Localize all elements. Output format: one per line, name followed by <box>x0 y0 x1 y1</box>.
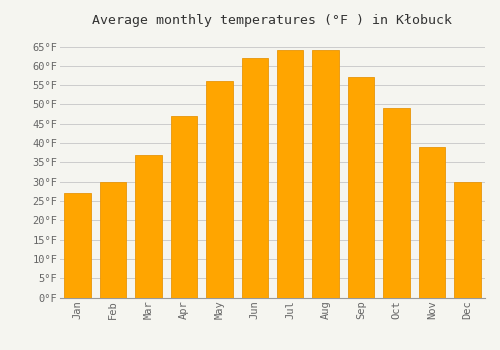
Bar <box>348 77 374 298</box>
Bar <box>206 81 233 298</box>
Bar <box>136 155 162 298</box>
Title: Average monthly temperatures (°F ) in Kłobuck: Average monthly temperatures (°F ) in Kł… <box>92 14 452 27</box>
Bar <box>170 116 197 298</box>
Bar <box>418 147 445 298</box>
Bar <box>242 58 268 298</box>
Bar <box>454 182 480 298</box>
Bar <box>277 50 303 298</box>
Bar <box>383 108 409 298</box>
Bar <box>312 50 339 298</box>
Bar <box>100 182 126 298</box>
Bar <box>64 193 91 298</box>
